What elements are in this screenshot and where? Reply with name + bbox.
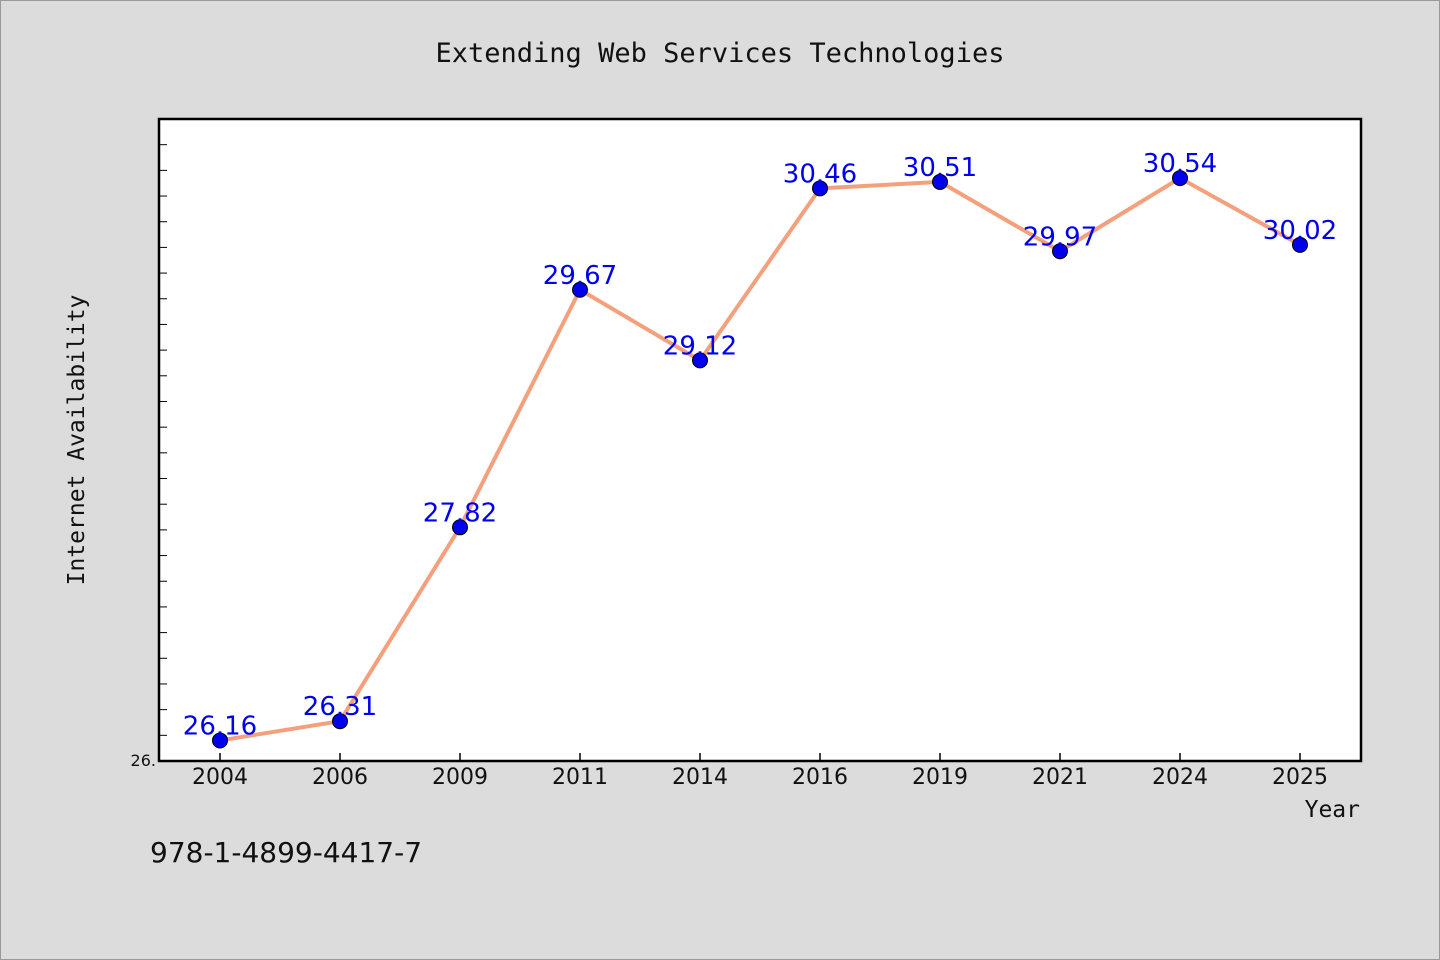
data-label: 30.02 — [1263, 216, 1337, 246]
x-tick-label: 2021 — [1032, 765, 1088, 790]
data-point — [1292, 236, 1308, 253]
data-label: 30.54 — [1143, 149, 1217, 179]
data-label: 30.51 — [903, 153, 977, 183]
series-line — [219, 176, 1301, 743]
x-tick-label: 2014 — [672, 765, 728, 790]
x-tick-label: 2009 — [432, 765, 488, 790]
y-axis-ticks — [159, 144, 167, 736]
data-point — [572, 281, 588, 298]
x-tick-label: 2025 — [1272, 765, 1328, 790]
data-point — [1052, 243, 1068, 260]
data-label: 30.46 — [783, 159, 857, 189]
data-label: 26.31 — [303, 692, 377, 722]
data-label: 26.16 — [183, 711, 257, 741]
x-axis-ticks: 2004 2006 2009 2011 2014 2016 2019 2021 2024 2025 — [192, 753, 1328, 790]
data-label: 29.97 — [1023, 222, 1097, 252]
x-tick-label: 2019 — [912, 765, 968, 790]
data-point — [692, 352, 708, 369]
data-point — [812, 180, 828, 197]
y-tick-label: 26. — [131, 751, 156, 770]
series-group: 26.16 26.31 27.82 29.67 29.12 30.46 30.51 29.97… — [183, 149, 1337, 749]
data-label: 27.82 — [423, 498, 497, 528]
data-point — [452, 519, 468, 536]
x-tick-label: 2004 — [192, 765, 248, 790]
y-axis-label: Internet Availability — [64, 295, 90, 586]
data-point — [932, 173, 948, 190]
data-label: 29.67 — [543, 261, 617, 291]
x-tick-label: 2024 — [1152, 765, 1208, 790]
chart-title: Extending Web Services Technologies — [436, 38, 1005, 69]
isbn-footer: 978-1-4899-4417-7 — [150, 836, 422, 869]
x-tick-label: 2006 — [312, 765, 368, 790]
x-axis-label: Year — [1305, 797, 1360, 823]
data-label: 29.12 — [663, 331, 737, 361]
data-point — [212, 732, 228, 749]
x-tick-label: 2016 — [792, 765, 848, 790]
data-point — [1172, 170, 1188, 187]
x-tick-label: 2011 — [552, 765, 608, 790]
data-point — [332, 713, 348, 730]
plot-area — [157, 117, 1363, 763]
